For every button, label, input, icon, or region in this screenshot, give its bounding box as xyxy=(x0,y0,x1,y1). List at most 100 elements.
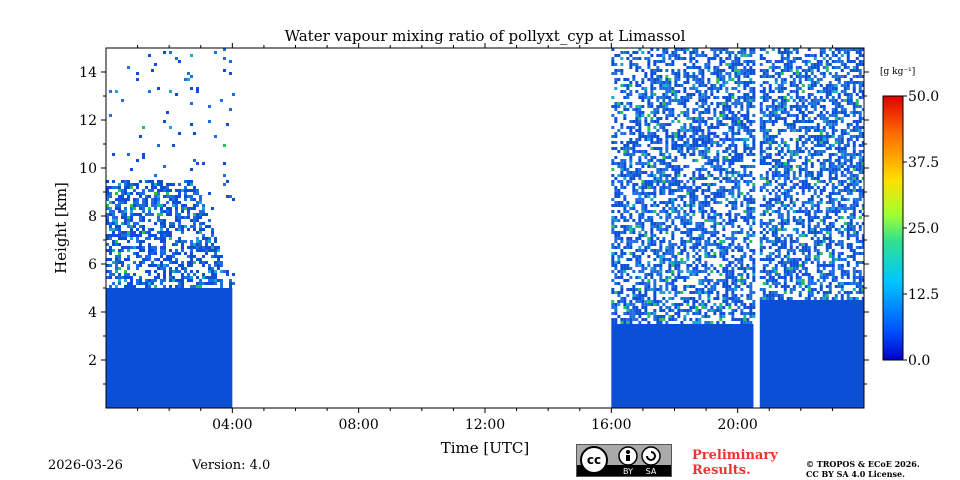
heatmap-cell xyxy=(199,201,202,204)
heatmap-cell xyxy=(777,174,781,177)
heatmap-cell xyxy=(722,246,726,249)
heatmap-cell xyxy=(713,267,717,270)
heatmap-cell xyxy=(819,132,823,135)
heatmap-cell xyxy=(725,189,729,192)
heatmap-cell xyxy=(121,234,124,237)
heatmap-cell xyxy=(798,294,802,297)
heatmap-cell xyxy=(716,90,720,93)
heatmap-cell xyxy=(692,195,696,198)
heatmap-cell xyxy=(774,72,778,75)
heatmap-cell xyxy=(810,291,814,294)
heatmap-cell xyxy=(199,222,202,225)
heatmap-cell xyxy=(662,318,666,321)
heatmap-cell xyxy=(837,189,841,192)
heatmap-cell xyxy=(746,216,750,219)
heatmap-cell xyxy=(783,102,787,105)
heatmap-cell xyxy=(142,198,145,201)
heatmap-cell xyxy=(653,111,657,114)
heatmap-cell xyxy=(749,189,753,192)
heatmap-cell xyxy=(713,228,717,231)
heatmap-cell xyxy=(704,285,708,288)
heatmap-cell xyxy=(665,78,669,81)
heatmap-cell xyxy=(163,189,166,192)
heatmap-cell xyxy=(665,108,669,111)
heatmap-cell xyxy=(695,225,699,228)
heatmap-cell xyxy=(743,306,747,309)
heatmap-cell xyxy=(807,198,811,201)
heatmap-cell xyxy=(798,120,802,123)
heatmap-cell xyxy=(169,183,172,186)
heatmap-cell xyxy=(789,138,793,141)
heatmap-cell xyxy=(740,63,744,66)
heatmap-cell xyxy=(858,171,862,174)
heatmap-cell xyxy=(112,234,115,237)
heatmap-cell xyxy=(109,246,112,249)
heatmap-cell xyxy=(852,60,856,63)
heatmap-cell xyxy=(783,48,787,51)
heatmap-cell xyxy=(783,66,787,69)
heatmap-cell xyxy=(133,231,136,234)
heatmap-cell xyxy=(822,234,826,237)
heatmap-cell xyxy=(768,147,772,150)
heatmap-cell xyxy=(771,123,775,126)
heatmap-cell xyxy=(804,72,808,75)
heatmap-cell xyxy=(659,69,663,72)
heatmap-cell xyxy=(822,279,826,282)
heatmap-cell xyxy=(623,105,627,108)
heatmap-cell xyxy=(647,105,651,108)
heatmap-cell xyxy=(789,288,793,291)
heatmap-cell xyxy=(163,120,166,123)
heatmap-cell xyxy=(199,261,202,264)
heatmap-cell xyxy=(786,54,790,57)
heatmap-cell xyxy=(789,258,793,261)
heatmap-cell xyxy=(840,273,844,276)
heatmap-cell xyxy=(752,231,756,234)
heatmap-cell xyxy=(154,192,157,195)
heatmap-cell xyxy=(810,207,814,210)
heatmap-cell xyxy=(193,246,196,249)
heatmap-cell xyxy=(816,90,820,93)
heatmap-cell xyxy=(728,276,732,279)
heatmap-cell xyxy=(671,54,675,57)
heatmap-cell xyxy=(127,240,130,243)
heatmap-cell xyxy=(722,96,726,99)
heatmap-cell xyxy=(692,75,696,78)
heatmap-cell xyxy=(789,168,793,171)
heatmap-cell xyxy=(728,312,732,315)
heatmap-cell xyxy=(810,153,814,156)
heatmap-cell xyxy=(707,81,711,84)
heatmap-cell xyxy=(704,111,708,114)
heatmap-cell xyxy=(840,54,844,57)
heatmap-cell xyxy=(780,243,784,246)
heatmap-cell xyxy=(710,198,714,201)
heatmap-cell xyxy=(157,258,160,261)
heatmap-cell xyxy=(109,285,112,288)
heatmap-cell xyxy=(647,321,651,324)
heatmap-cell xyxy=(846,159,850,162)
heatmap-cell xyxy=(220,270,223,273)
heatmap-cell xyxy=(638,120,642,123)
heatmap-cell xyxy=(816,201,820,204)
heatmap-cell xyxy=(837,165,841,168)
heatmap-cell xyxy=(843,282,847,285)
heatmap-cell xyxy=(226,195,229,198)
heatmap-cell xyxy=(127,186,130,189)
heatmap-cell xyxy=(749,147,753,150)
heatmap-cell xyxy=(659,123,663,126)
heatmap-cell xyxy=(707,231,711,234)
heatmap-cell xyxy=(659,96,663,99)
heatmap-cell xyxy=(843,228,847,231)
heatmap-cell xyxy=(855,177,859,180)
heatmap-cell xyxy=(722,300,726,303)
heatmap-cell xyxy=(810,105,814,108)
heatmap-cell xyxy=(858,48,862,51)
heatmap-cell xyxy=(133,189,136,192)
heatmap-cell xyxy=(861,117,864,120)
heatmap-cell xyxy=(749,228,753,231)
heatmap-cell xyxy=(193,204,196,207)
heatmap-cell xyxy=(632,78,636,81)
heatmap-cell xyxy=(765,114,769,117)
heatmap-cell xyxy=(653,249,657,252)
heatmap-cell xyxy=(638,312,642,315)
heatmap-cell xyxy=(789,129,793,132)
